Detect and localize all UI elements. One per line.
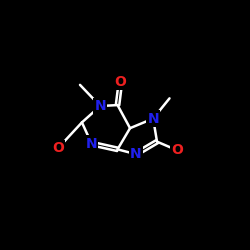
Text: N: N <box>86 136 97 150</box>
Text: O: O <box>52 142 64 156</box>
Text: O: O <box>114 75 126 89</box>
Text: O: O <box>171 143 183 157</box>
Text: N: N <box>94 99 106 113</box>
Text: N: N <box>130 147 142 161</box>
Text: N: N <box>147 112 159 126</box>
